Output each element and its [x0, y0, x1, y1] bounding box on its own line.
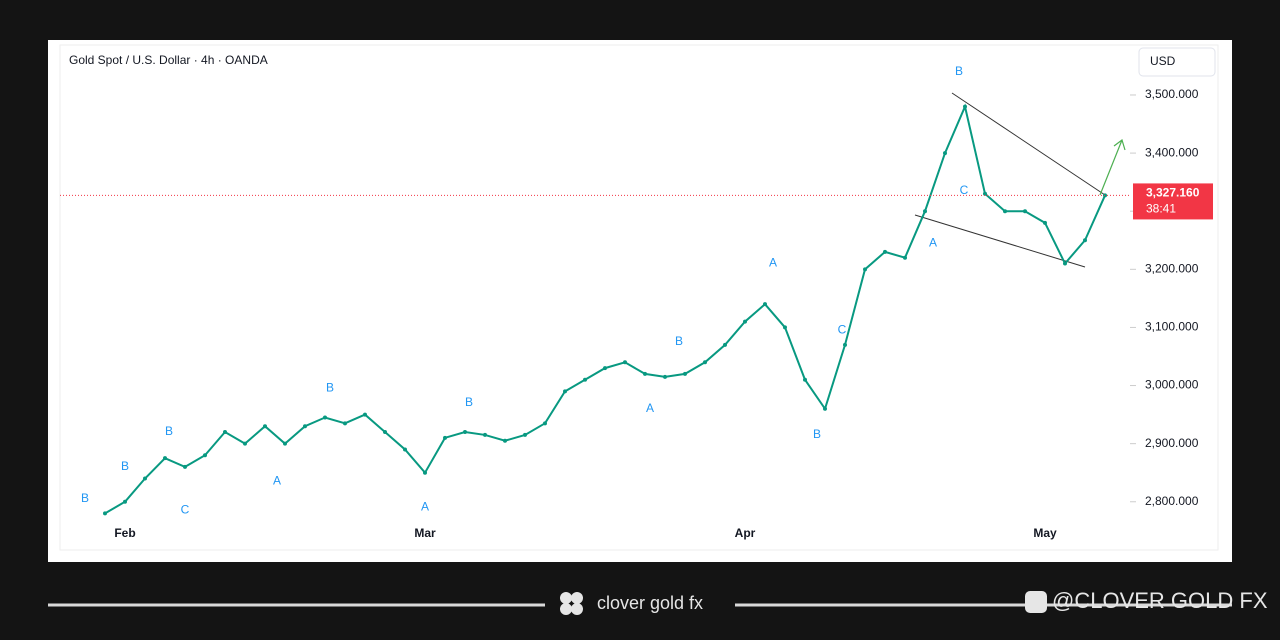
price-point — [363, 412, 367, 417]
chart-title: Gold Spot / U.S. Dollar · 4h · OANDA — [69, 53, 268, 67]
plot-frame — [59, 44, 1219, 551]
price-point — [583, 377, 587, 382]
price-point — [263, 424, 267, 429]
wave-label: C — [960, 183, 969, 197]
wave-label: B — [955, 64, 963, 78]
price-point — [563, 389, 567, 394]
wave-label: B — [81, 491, 89, 505]
price-point — [343, 421, 347, 426]
price-point — [1063, 261, 1067, 266]
clover-icon — [560, 592, 583, 615]
price-point — [103, 511, 107, 516]
price-point — [223, 430, 227, 435]
arrow-head — [1113, 139, 1126, 151]
wave-label: A — [273, 474, 281, 488]
price-point — [483, 432, 487, 437]
footer-brand: clover gold fx — [597, 593, 703, 613]
currency-box — [1138, 47, 1216, 77]
price-point — [523, 432, 527, 437]
price-point — [1043, 220, 1047, 225]
x-tick-label: Feb — [114, 526, 135, 540]
y-tick-label: 3,000.000 — [1145, 378, 1199, 392]
price-point — [623, 360, 627, 365]
price-point — [883, 249, 887, 254]
y-tick-label: 3,100.000 — [1145, 320, 1199, 334]
currency-label: USD — [1150, 54, 1176, 68]
x-tick-label: Apr — [735, 526, 756, 540]
price-point — [503, 438, 507, 443]
x-tick-label: May — [1033, 526, 1057, 540]
price-point — [723, 342, 727, 347]
y-tick-label: 3,500.000 — [1145, 87, 1199, 101]
wave-label: B — [465, 395, 473, 409]
wave-label: A — [769, 256, 777, 270]
price-point — [443, 435, 447, 440]
price-point — [543, 421, 547, 426]
price-point — [923, 209, 927, 214]
wave-label: B — [165, 424, 173, 438]
countdown: 38:41 — [1146, 202, 1176, 216]
price-point — [463, 430, 467, 435]
price-point — [283, 441, 287, 446]
price-point — [843, 342, 847, 347]
price-point — [863, 267, 867, 272]
price-point — [803, 377, 807, 382]
price-tag — [1133, 183, 1213, 220]
price-point — [383, 430, 387, 435]
price-point — [943, 151, 947, 156]
price-tag-value: 3,327.160 — [1146, 186, 1200, 200]
wave-label: C — [181, 503, 190, 517]
price-point — [163, 456, 167, 461]
facebook-icon — [1025, 591, 1047, 613]
price-point — [303, 424, 307, 429]
price-point — [763, 302, 767, 307]
wave-label: B — [813, 427, 821, 441]
price-point — [643, 371, 647, 376]
price-point — [743, 319, 747, 324]
y-tick-label: 3,200.000 — [1145, 261, 1199, 275]
chart-panel — [48, 40, 1232, 562]
x-tick-label: Mar — [414, 526, 436, 540]
trendline — [914, 214, 1086, 268]
y-tick-label: 3,400.000 — [1145, 145, 1199, 159]
price-point — [203, 453, 207, 458]
price-point — [683, 371, 687, 376]
price-point — [983, 191, 987, 196]
price-point — [703, 360, 707, 365]
wave-label: A — [646, 401, 654, 415]
price-point — [1003, 209, 1007, 214]
price-point — [323, 415, 327, 420]
price-point — [903, 255, 907, 260]
price-point — [963, 104, 967, 109]
y-tick-label: 2,900.000 — [1145, 436, 1199, 450]
price-point — [783, 325, 787, 330]
price-point — [403, 447, 407, 452]
projection-arrow — [1099, 139, 1123, 196]
wave-label: B — [121, 459, 129, 473]
y-tick-label: 2,800.000 — [1145, 494, 1199, 508]
price-point — [1023, 209, 1027, 214]
trendline — [951, 92, 1106, 196]
price-point — [1083, 238, 1087, 243]
wave-label: A — [421, 500, 429, 514]
price-point — [663, 374, 667, 379]
wave-label: A — [929, 235, 937, 249]
price-point — [143, 476, 147, 481]
wave-label: B — [326, 381, 334, 395]
price-point — [823, 406, 827, 411]
price-point — [243, 441, 247, 446]
price-point — [183, 464, 187, 469]
wave-label: C — [838, 323, 847, 337]
wave-label: B — [675, 334, 683, 348]
price-point — [123, 499, 127, 504]
footer-handle: @CLOVER GOLD FX — [1052, 588, 1268, 613]
price-point — [603, 366, 607, 371]
price-point — [423, 470, 427, 475]
